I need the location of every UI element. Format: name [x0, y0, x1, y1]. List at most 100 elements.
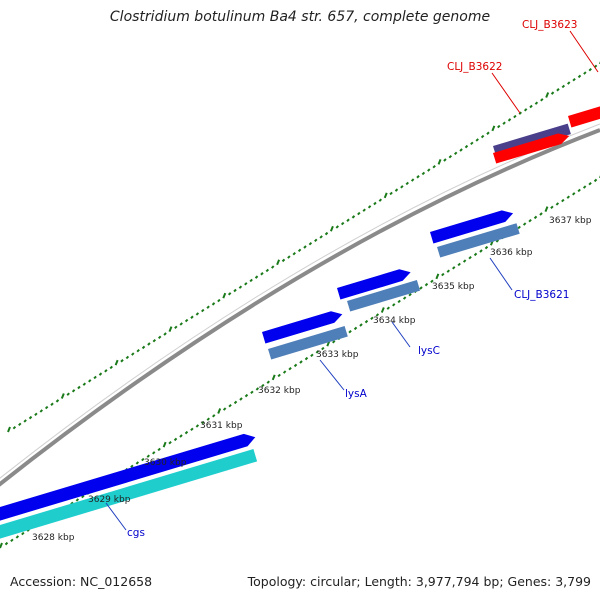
outer-tick-104: [567, 81, 571, 85]
inner-tick-53: [288, 367, 292, 371]
outer-tick-73: [400, 185, 404, 189]
outer-tick-105: [572, 78, 576, 82]
gene-labels: cgs lysA lysC CLJ_B3621 CLJ_B3622 CLJ_B3…: [127, 19, 577, 539]
outer-tick-98: [534, 101, 539, 105]
outer-tick-62: [340, 221, 345, 226]
connector-lysA: [319, 359, 345, 391]
inner-tick-24: [130, 464, 134, 468]
outer-tick-80: [437, 158, 442, 165]
outer-tick-20: [114, 359, 119, 366]
outer-tick-52: [287, 255, 291, 259]
outer-tick-11: [66, 392, 70, 396]
outer-tick-24: [136, 349, 140, 353]
inner-tick-85: [462, 259, 467, 263]
outer-tick-108: [588, 67, 592, 72]
outer-tick-29: [163, 332, 167, 336]
outer-tick-107: [583, 71, 587, 75]
outer-tick-87: [475, 138, 479, 142]
inner-tick-89: [484, 245, 489, 250]
outer-tick-21: [120, 359, 124, 363]
outer-tick-6: [39, 409, 43, 413]
inner-tick-97: [528, 219, 532, 223]
inner-tick-52: [282, 370, 287, 374]
feature-CLJ_B3622: [493, 133, 570, 164]
gene-lysA: [268, 326, 348, 360]
outer-tick-79: [432, 165, 436, 169]
outer-tick-10: [60, 393, 65, 399]
inner-tick-46: [250, 390, 254, 394]
outer-tick-103: [561, 84, 566, 89]
outer-tick-40: [222, 292, 227, 299]
inner-tick-78: [424, 282, 429, 287]
connector-cgs: [105, 502, 127, 531]
genome-summary: Topology: circular; Length: 3,977,794 bp…: [247, 574, 591, 589]
inner-tick-39: [212, 414, 216, 418]
outer-tick-92: [502, 121, 506, 125]
outer-tick-4: [28, 415, 33, 420]
inner-tick-26: [141, 457, 145, 462]
inner-tick-28: [152, 451, 156, 455]
inner-tick-82: [446, 269, 450, 273]
outer-tick-78: [427, 168, 431, 172]
backbone-highlight: [0, 123, 600, 479]
inner-tick-69: [375, 313, 380, 317]
outer-tick-48: [265, 268, 270, 273]
outer-tick-33: [184, 318, 189, 323]
inner-tick-84: [457, 262, 461, 267]
inner-tick-41: [222, 407, 227, 411]
inner-tick-51: [277, 373, 281, 378]
outer-tick-17: [98, 372, 103, 376]
gene-label-CLJ_B3622: CLJ_B3622: [447, 61, 502, 73]
outer-tick-39: [217, 298, 221, 303]
outer-tick-84: [459, 148, 463, 152]
inner-tick-80: [435, 273, 440, 280]
outer-tick-85: [464, 144, 469, 149]
outer-tick-41: [227, 292, 232, 296]
inner-tick-4: [21, 531, 25, 536]
outer-tick-45: [249, 278, 253, 283]
gene-lysC: [347, 280, 421, 312]
outer-tick-9: [55, 399, 60, 403]
inner-tick-106: [577, 188, 581, 193]
inner-tick-25: [135, 461, 140, 465]
inner-tick-71: [386, 306, 390, 310]
inner-tick-107: [582, 185, 587, 189]
tick-label-3630: 3630 kbp: [144, 458, 187, 468]
outer-tick-86: [470, 141, 474, 145]
outer-tick-91: [497, 124, 501, 129]
outer-tick-43: [238, 285, 243, 289]
outer-tick-93: [507, 118, 512, 122]
outer-tick-30: [168, 326, 173, 333]
outer-tick-61: [335, 225, 339, 229]
label-connectors: [105, 30, 599, 531]
outer-tick-36: [201, 308, 205, 313]
outer-tick-56: [308, 241, 313, 246]
outer-tick-101: [550, 91, 555, 95]
inner-tick-72: [392, 303, 396, 307]
inner-tick-42: [228, 404, 232, 408]
inner-tick-37: [201, 420, 205, 425]
inner-tick-95: [517, 225, 521, 230]
inner-tick-77: [419, 286, 423, 290]
outer-tick-83: [453, 151, 458, 156]
outer-tick-65: [357, 211, 361, 216]
outer-tick-27: [152, 338, 157, 343]
outer-tick-106: [577, 74, 582, 79]
inner-tick-79: [430, 279, 434, 283]
outer-tick-7: [44, 405, 49, 410]
outer-tick-38: [211, 302, 216, 306]
outer-tick-95: [518, 111, 522, 115]
inner-tick-30: [162, 441, 167, 448]
connector-CLJ_B3621: [489, 257, 513, 291]
tick-label-3629: 3629 kbp: [88, 495, 131, 505]
inner-tick-105: [572, 192, 576, 196]
inner-tick-66: [359, 323, 363, 327]
outer-tick-55: [303, 245, 307, 249]
outer-tick-66: [362, 208, 366, 212]
inner-tick-57: [310, 353, 314, 357]
gene-CLJ_B3621: [437, 223, 520, 258]
inner-tick-100: [544, 206, 549, 213]
inner-tick-96: [522, 222, 527, 226]
inner-tick-32: [173, 437, 178, 442]
